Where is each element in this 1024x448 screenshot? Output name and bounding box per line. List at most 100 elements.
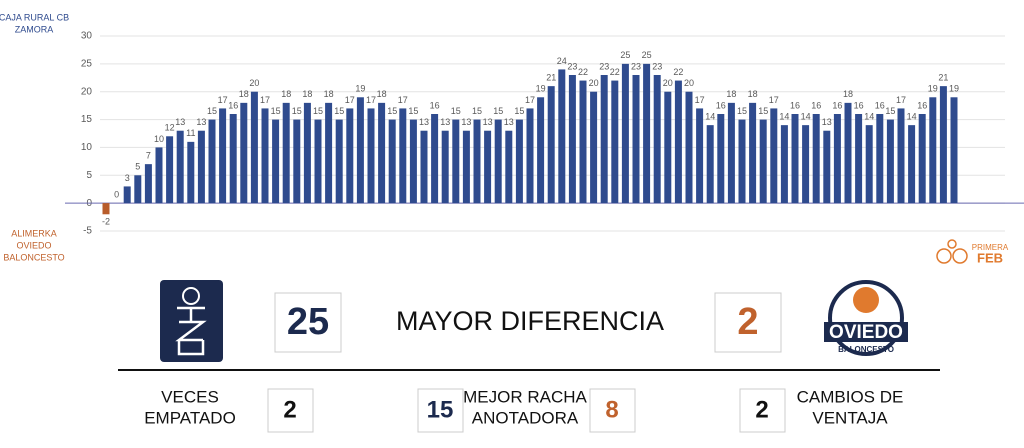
- value-label: 17: [218, 95, 228, 105]
- stat-box: [589, 388, 636, 433]
- value-label: 19: [355, 84, 365, 94]
- stat-value: 25: [287, 301, 329, 343]
- value-label: 23: [599, 61, 609, 71]
- bar: [303, 102, 311, 204]
- bar: [685, 91, 693, 204]
- value-label: 16: [228, 100, 238, 110]
- value-label: 20: [663, 78, 673, 88]
- y-tick-label: 20: [81, 86, 93, 97]
- bottom-team-line: OVIEDO: [16, 240, 51, 250]
- bar: [664, 91, 672, 204]
- value-label: -2: [102, 217, 110, 227]
- bar: [367, 108, 375, 204]
- value-label: 18: [748, 89, 758, 99]
- bar: [897, 108, 905, 204]
- y-tick-label: 10: [81, 142, 93, 153]
- value-label: 15: [271, 106, 281, 116]
- bar: [558, 69, 566, 204]
- bar: [600, 75, 608, 204]
- bar: [844, 102, 852, 204]
- bar: [484, 130, 492, 204]
- value-label: 17: [525, 95, 535, 105]
- y-tick-label: 25: [81, 58, 93, 69]
- bar: [293, 119, 301, 204]
- bar: [335, 119, 343, 204]
- value-label: 15: [387, 106, 397, 116]
- value-label: 16: [832, 100, 842, 110]
- bar: [696, 108, 704, 204]
- bar: [462, 130, 470, 204]
- value-label: 19: [928, 84, 938, 94]
- value-label: 12: [165, 123, 175, 133]
- value-label: 14: [907, 112, 917, 122]
- bottom-team-line: BALONCESTO: [3, 252, 64, 262]
- value-label: 17: [769, 95, 779, 105]
- bar: [473, 119, 481, 204]
- value-label: 14: [864, 112, 874, 122]
- value-label: 7: [146, 151, 151, 161]
- bar: [950, 97, 958, 204]
- stat-box: [739, 388, 786, 433]
- bar: [420, 130, 428, 204]
- bar: [749, 102, 757, 204]
- value-label: 10: [154, 134, 164, 144]
- value-label: 11: [186, 128, 195, 138]
- bar: [123, 186, 131, 204]
- bar: [166, 136, 174, 204]
- bar: [155, 147, 163, 204]
- bar: [356, 97, 364, 204]
- bar: [717, 114, 725, 204]
- bar: [632, 75, 640, 204]
- bar: [674, 80, 682, 204]
- value-label: 13: [440, 117, 450, 127]
- stat-box: [417, 388, 464, 433]
- value-label: 17: [345, 95, 355, 105]
- stat-label: VECES: [161, 387, 219, 406]
- stat-box: [267, 388, 314, 433]
- bar: [505, 130, 513, 204]
- bar: [102, 203, 110, 215]
- bar: [197, 130, 205, 204]
- bar: [208, 119, 216, 204]
- league-logo-text: PRIMERA: [972, 243, 1009, 252]
- value-label: 23: [652, 61, 662, 71]
- value-label: 14: [705, 112, 715, 122]
- value-label: 16: [811, 100, 821, 110]
- bar: [579, 80, 587, 204]
- bar: [876, 114, 884, 204]
- value-label: 18: [281, 89, 291, 99]
- stat-box: [714, 292, 782, 353]
- away-logo-text: OVIEDO: [829, 322, 903, 343]
- bar: [727, 102, 735, 204]
- stat-title: MAYOR DIFERENCIA: [396, 306, 664, 336]
- bar: [908, 125, 916, 204]
- away-logo-text: BALONCESTO: [838, 345, 894, 354]
- value-label: 20: [589, 78, 599, 88]
- value-label: 23: [567, 61, 577, 71]
- value-label: 5: [135, 162, 140, 172]
- bar: [515, 119, 523, 204]
- value-label: 16: [875, 100, 885, 110]
- value-label: 18: [302, 89, 312, 99]
- bar: [494, 119, 502, 204]
- top-team-line: CAJA RURAL CB: [0, 12, 69, 22]
- y-tick-label: 15: [81, 114, 93, 125]
- bottom-team-line: ALIMERKA: [11, 228, 57, 238]
- y-tick-label: 30: [81, 31, 93, 42]
- value-label: 15: [408, 106, 418, 116]
- value-label: 25: [642, 50, 652, 60]
- value-label: 16: [790, 100, 800, 110]
- bar: [431, 114, 439, 204]
- bar: [229, 114, 237, 204]
- bar: [314, 119, 322, 204]
- value-label: 13: [822, 117, 832, 127]
- bar: [929, 97, 937, 204]
- value-label: 15: [451, 106, 461, 116]
- value-label: 16: [917, 100, 927, 110]
- bar: [590, 91, 598, 204]
- value-label: 20: [249, 78, 259, 88]
- bar: [526, 108, 534, 204]
- bar: [176, 130, 184, 204]
- value-label: 14: [779, 112, 789, 122]
